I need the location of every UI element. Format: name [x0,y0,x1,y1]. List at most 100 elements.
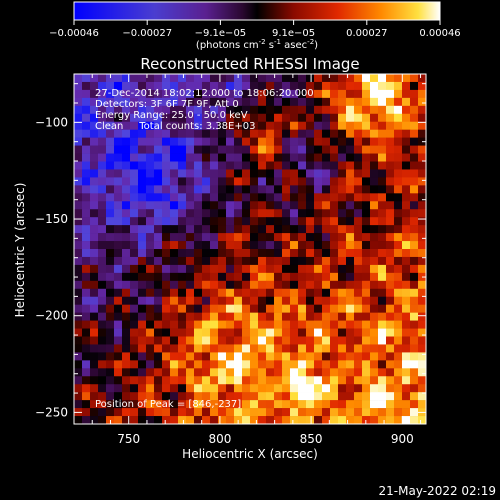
heatmap-cell [250,304,259,313]
heatmap-cell [298,249,307,258]
heatmap-cell [218,81,227,91]
heatmap-cell [370,288,379,298]
heatmap-cell [194,408,203,417]
heatmap-cell [170,392,179,401]
heatmap-cell [266,360,275,369]
heatmap-cell [282,177,291,186]
heatmap-cell [370,312,379,321]
heatmap-cell [90,392,99,401]
heatmap-cell [258,392,267,401]
heatmap-cell [234,256,243,266]
heatmap-cell [306,185,315,194]
heatmap-cell [306,105,315,115]
heatmap-cell [314,320,323,329]
heatmap-cell [386,408,395,417]
heatmap-cell [162,384,171,393]
heatmap-cell [258,264,267,274]
heatmap-cell [218,121,227,130]
heatmap-cell [226,201,235,210]
heatmap-cell [170,177,179,186]
heatmap-cell [282,74,291,83]
heatmap-cell [274,137,283,146]
heatmap-cell [218,233,227,242]
heatmap-cell [250,113,259,123]
heatmap-cell [90,185,99,194]
heatmap-cell [274,328,283,337]
heatmap-cell [354,384,363,393]
heatmap-cell [330,256,339,266]
heatmap-cell [114,153,123,162]
heatmap-cell [202,201,211,210]
heatmap-cell [370,201,379,210]
heatmap-cell [410,225,419,234]
heatmap-cell [322,185,331,194]
heatmap-cell [130,225,139,234]
heatmap-cell [282,408,291,417]
heatmap-cell [354,137,363,146]
heatmap-cell [194,81,203,91]
heatmap-cell [226,328,235,337]
heatmap-cell [178,97,187,107]
heatmap-cell [98,105,107,115]
heatmap-cell [346,392,355,401]
heatmap-cell [378,288,387,298]
heatmap-cell [74,201,83,210]
heatmap-cell [218,177,227,186]
heatmap-cell [122,392,131,401]
heatmap-cell [258,376,267,385]
heatmap-cell [106,296,115,305]
heatmap-cell [386,129,395,138]
heatmap-cell [138,161,147,170]
heatmap-cell [418,304,426,313]
heatmap-cell [226,89,235,99]
heatmap-cell [370,256,379,266]
heatmap-cell [402,288,411,298]
heatmap-cell [290,360,299,369]
heatmap-cell [194,352,203,361]
heatmap-cell [170,169,179,178]
heatmap-cell [202,392,211,401]
heatmap-cell [138,217,147,226]
heatmap-cell [226,272,235,282]
heatmap-cell [114,185,123,194]
heatmap-cell [298,169,307,178]
heatmap-cell [194,97,203,107]
heatmap-cell [114,280,123,290]
heatmap-cell [114,264,123,274]
heatmap-cell [194,288,203,298]
heatmap-cell [290,368,299,377]
heatmap-cell [138,137,147,146]
heatmap-cell [282,145,291,154]
heatmap-cell [282,368,291,377]
heatmap-cell [322,352,331,361]
heatmap-cell [226,74,235,83]
heatmap-cell [194,328,203,337]
heatmap-cell [242,336,251,345]
heatmap-cell [370,97,379,107]
heatmap-cell [282,153,291,162]
heatmap-cell [114,217,123,226]
heatmap-cell [186,209,195,218]
heatmap-cell [218,408,227,417]
heatmap-cell [346,376,355,385]
heatmap-cell [74,97,83,107]
heatmap-cell [74,304,83,313]
heatmap-cell [346,137,355,146]
heatmap-cell [418,352,426,361]
heatmap-cell [362,217,371,226]
heatmap-cell [258,169,267,178]
heatmap-cell [418,113,426,123]
heatmap-cell [82,225,91,234]
heatmap-cell [386,185,395,194]
heatmap-cell [106,74,115,83]
heatmap-cell [378,169,387,178]
heatmap-cell [82,264,91,274]
heatmap-cell [186,185,195,194]
heatmap-cell [98,296,107,305]
heatmap-cell [90,408,99,417]
heatmap-cell [378,408,387,417]
heatmap-cell [178,256,187,266]
heatmap-cell [226,177,235,186]
heatmap-cell [74,384,83,393]
heatmap-cell [250,280,259,290]
